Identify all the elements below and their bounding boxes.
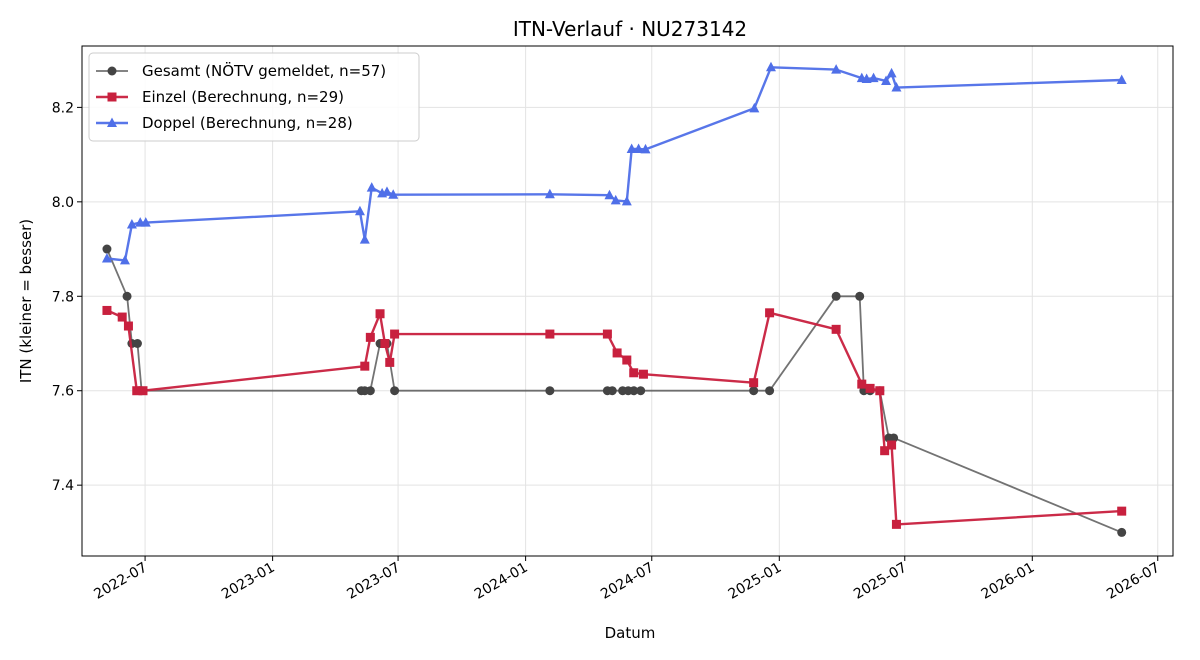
data-point-gesamt <box>132 339 142 348</box>
data-point-gesamt <box>545 386 555 396</box>
data-point-gesamt <box>889 433 899 443</box>
y-tick-label: 7.8 <box>52 289 74 305</box>
data-point-gesamt <box>102 244 112 254</box>
y-axis-title: ITN (kleiner = besser) <box>17 219 35 383</box>
legend: Gesamt (NÖTV gemeldet, n=57) Einzel (Bere… <box>88 52 420 142</box>
legend-box <box>88 52 420 142</box>
data-point-doppel <box>354 205 365 216</box>
data-point-doppel <box>126 219 137 229</box>
legend-item-doppel: Doppel (Berechnung, n=28) <box>96 114 353 132</box>
data-point-einzel <box>360 361 370 371</box>
data-point-doppel <box>388 189 399 199</box>
plot-series <box>101 61 1127 537</box>
data-point-doppel <box>749 102 760 113</box>
data-point-einzel <box>375 309 385 319</box>
data-point-gesamt <box>122 291 132 301</box>
data-point-gesamt <box>390 386 400 396</box>
data-point-einzel <box>132 386 142 396</box>
data-point-einzel <box>385 357 395 367</box>
data-point-einzel <box>380 339 390 348</box>
data-point-doppel <box>101 253 112 263</box>
data-point-einzel <box>880 446 890 456</box>
data-point-doppel <box>381 186 392 196</box>
data-point-doppel <box>610 194 621 205</box>
data-point-einzel <box>602 329 612 339</box>
data-point-doppel <box>633 143 644 153</box>
data-point-doppel <box>140 217 151 227</box>
data-point-einzel <box>1117 506 1127 516</box>
data-point-doppel <box>861 73 872 84</box>
data-point-einzel <box>622 355 632 365</box>
data-point-gesamt <box>855 291 865 301</box>
data-point-einzel <box>857 379 867 389</box>
y-tick-label: 7.6 <box>52 384 74 400</box>
data-point-doppel <box>359 234 370 244</box>
legend-marker <box>107 92 117 102</box>
legend-item-einzel: Einzel (Berechnung, n=29) <box>96 88 344 106</box>
data-point-einzel <box>138 386 148 396</box>
data-point-einzel <box>612 348 622 358</box>
y-tick-label: 8.2 <box>52 100 74 116</box>
legend-marker <box>107 117 117 127</box>
data-point-einzel <box>865 383 875 393</box>
data-point-einzel <box>123 321 133 331</box>
data-point-doppel <box>604 189 615 200</box>
data-point-einzel <box>365 332 375 342</box>
legend-label: Gesamt (NÖTV gemeldet, n=57) <box>142 61 386 80</box>
data-point-gesamt <box>831 291 841 301</box>
y-tick-label: 8.0 <box>52 195 74 211</box>
data-point-gesamt <box>1117 527 1127 537</box>
legend-label: Doppel (Berechnung, n=28) <box>142 114 353 132</box>
data-point-gesamt <box>607 386 617 396</box>
y-tick-label: 7.4 <box>52 478 74 494</box>
series-einzel <box>102 305 1127 529</box>
chart-title: ITN-Verlauf · NU273142 <box>513 17 747 41</box>
data-point-doppel <box>621 195 632 206</box>
data-point-einzel <box>891 519 901 529</box>
x-axis-title: Datum <box>605 624 656 642</box>
legend-label: Einzel (Berechnung, n=29) <box>142 88 344 106</box>
data-point-doppel <box>891 82 902 92</box>
data-point-doppel <box>1116 74 1127 84</box>
data-point-doppel <box>886 67 897 78</box>
data-point-doppel <box>640 143 651 154</box>
data-point-einzel <box>638 369 648 379</box>
data-point-einzel <box>102 305 112 315</box>
data-point-einzel <box>831 324 841 334</box>
data-point-gesamt <box>629 386 639 396</box>
data-point-einzel <box>875 386 885 396</box>
data-point-gesamt <box>765 386 775 396</box>
series-doppel <box>101 61 1127 265</box>
data-point-einzel <box>887 440 897 450</box>
data-point-gesamt <box>636 386 646 396</box>
data-point-einzel <box>765 308 775 318</box>
data-point-einzel <box>545 329 555 339</box>
data-point-doppel <box>765 61 776 72</box>
legend-marker <box>107 66 117 76</box>
data-point-einzel <box>390 329 400 339</box>
data-point-doppel <box>119 254 130 265</box>
data-point-doppel <box>868 72 879 83</box>
data-point-doppel <box>366 182 377 192</box>
legend-item-gesamt: Gesamt (NÖTV gemeldet, n=57) <box>96 61 386 80</box>
data-point-gesamt <box>365 386 375 396</box>
data-point-gesamt <box>749 386 759 396</box>
data-point-einzel <box>117 312 127 322</box>
plot-frame <box>81 45 1174 557</box>
data-point-doppel <box>626 143 637 153</box>
data-point-einzel <box>629 368 639 378</box>
data-point-doppel <box>831 64 842 74</box>
data-point-einzel <box>749 378 759 388</box>
series-line-doppel <box>106 66 1122 262</box>
data-point-doppel <box>544 188 555 199</box>
data-point-doppel <box>881 75 892 85</box>
